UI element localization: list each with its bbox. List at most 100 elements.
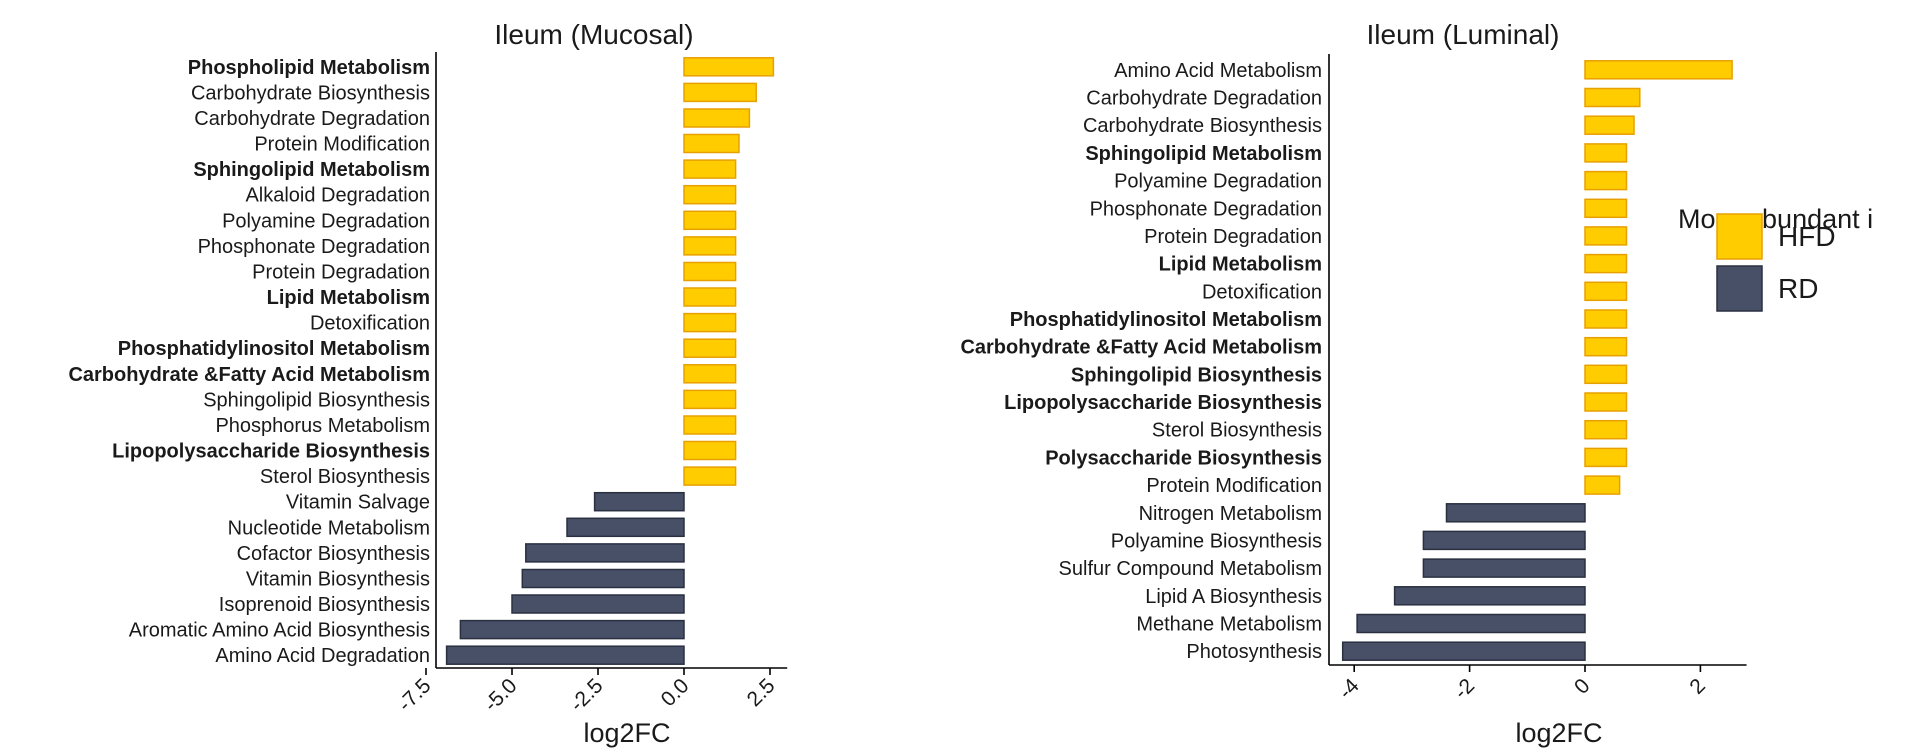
bar-hfd <box>1584 281 1628 302</box>
bar-hfd <box>683 133 740 154</box>
bar-hfd <box>683 466 737 486</box>
bar-hfd <box>683 57 775 77</box>
category-label: Lipid Metabolism <box>1159 254 1322 276</box>
bar-hfd <box>683 210 737 231</box>
category-label: Photosynthesis <box>1186 641 1322 663</box>
bar-hfd <box>1584 60 1733 80</box>
category-label: Vitamin Salvage <box>286 492 430 514</box>
chart-title: Ileum (Mucosal) <box>494 19 693 50</box>
bar-rd <box>521 568 685 589</box>
category-label: Carbohydrate Biosynthesis <box>191 82 430 104</box>
bar-hfd <box>1584 419 1628 440</box>
bar-hfd <box>1584 392 1628 412</box>
bar-hfd <box>1584 447 1628 468</box>
x-tick-label: 0 <box>1570 674 1595 699</box>
bar-hfd <box>1584 198 1628 219</box>
legend-title: More abundant i <box>1678 204 1873 234</box>
category-label: Detoxification <box>1202 281 1322 303</box>
category-label: Sulfur Compound Metabolism <box>1059 558 1322 580</box>
category-label: Polyamine Degradation <box>222 210 430 232</box>
x-tick-label: -2 <box>1450 674 1479 703</box>
panel-ileum-mucosal: Ileum (Mucosal) Phospholipid Metabolism Ca… <box>68 19 788 748</box>
bar-hfd <box>1584 253 1628 274</box>
category-label: Amino Acid Metabolism <box>1114 60 1322 82</box>
bar-hfd <box>1584 309 1628 329</box>
bar-rd <box>1422 558 1586 578</box>
bar-hfd <box>683 82 757 103</box>
category-label: Protein Modification <box>1146 475 1322 497</box>
x-axis-label: log2FC <box>583 718 670 748</box>
category-label: Carbohydrate Degradation <box>1086 88 1322 110</box>
bar-rd <box>1356 613 1586 634</box>
category-label: Polyamine Degradation <box>1114 171 1322 193</box>
category-label: Sphingolipid Metabolism <box>1085 143 1322 165</box>
bar-rd <box>445 645 685 665</box>
panel-ileum-luminal: Ileum (Luminal) Amino Acid Metabolism Carb… <box>960 19 1747 748</box>
bar-hfd <box>683 236 737 256</box>
bar-hfd <box>683 287 737 307</box>
legend-label-hfd: HFD <box>1778 221 1836 252</box>
category-label: Alkaloid Degradation <box>245 185 430 207</box>
bar-rd <box>1393 586 1586 606</box>
legend-swatch-hfd <box>1716 213 1763 260</box>
category-label: Lipopolysaccharide Biosynthesis <box>112 441 430 463</box>
bar-rd <box>511 594 685 614</box>
category-label: Cofactor Biosynthesis <box>237 543 430 565</box>
bar-hfd <box>1584 115 1635 135</box>
category-label: Detoxification <box>310 313 430 335</box>
category-label: Sphingolipid Biosynthesis <box>1071 364 1322 386</box>
category-label: Carbohydrate &Fatty Acid Metabolism <box>68 364 430 386</box>
bar-rd <box>1445 503 1586 523</box>
bar-hfd <box>1584 170 1628 191</box>
bar-hfd <box>683 440 737 461</box>
x-tick-label: 2 <box>1685 674 1710 699</box>
category-label: Aromatic Amino Acid Biosynthesis <box>129 620 430 642</box>
bar-hfd <box>683 364 737 384</box>
legend-swatch-rd <box>1716 265 1763 312</box>
category-label: Carbohydrate Degradation <box>194 108 430 130</box>
x-tick-label: -4 <box>1334 674 1364 704</box>
category-label: Nitrogen Metabolism <box>1139 503 1322 525</box>
bar-hfd <box>683 415 737 435</box>
category-label: Methane Metabolism <box>1136 614 1322 636</box>
x-tick-label: 0.0 <box>657 674 694 711</box>
x-tick-label: -2.5 <box>566 674 608 716</box>
category-label: Protein Degradation <box>252 262 430 284</box>
bar-rd <box>1341 641 1586 661</box>
bar-hfd <box>1584 143 1628 163</box>
category-label: Isoprenoid Biosynthesis <box>219 594 430 616</box>
bar-hfd <box>1584 364 1628 385</box>
bar-hfd <box>683 108 751 128</box>
chart-title: Ileum (Luminal) <box>1367 19 1560 50</box>
bar-hfd <box>683 389 737 410</box>
x-tick-label: 2.5 <box>743 674 780 711</box>
bar-hfd <box>683 312 737 333</box>
bar-hfd <box>1584 336 1628 357</box>
category-label: Sterol Biosynthesis <box>260 466 430 488</box>
category-label: Sterol Biosynthesis <box>1152 420 1322 442</box>
bar-hfd <box>683 184 737 205</box>
bar-rd <box>525 543 685 563</box>
x-axis-label: log2FC <box>1515 718 1602 748</box>
category-label: Lipid A Biosynthesis <box>1145 586 1322 608</box>
bar-hfd <box>1584 87 1641 108</box>
category-label: Carbohydrate Biosynthesis <box>1083 115 1322 137</box>
x-tick-label: -7.5 <box>394 674 436 716</box>
category-label: Phospholipid Metabolism <box>188 57 430 79</box>
bar-hfd <box>683 261 737 282</box>
category-label: Phosphorus Metabolism <box>215 415 430 437</box>
category-label: Amino Acid Degradation <box>215 645 430 667</box>
category-label: Phosphatidylinositol Metabolism <box>118 338 430 360</box>
bar-hfd <box>1584 226 1628 246</box>
category-label: Lipid Metabolism <box>267 287 430 309</box>
category-label: Phosphonate Degradation <box>198 236 430 258</box>
bar-rd <box>566 517 685 538</box>
category-label: Phosphonate Degradation <box>1090 198 1322 220</box>
category-label: Vitamin Biosynthesis <box>246 569 430 591</box>
category-label: Carbohydrate &Fatty Acid Metabolism <box>960 337 1322 359</box>
category-label: Sphingolipid Metabolism <box>193 159 430 181</box>
category-label: Sphingolipid Biosynthesis <box>203 389 430 411</box>
bar-hfd <box>1584 475 1621 495</box>
category-label: Protein Degradation <box>1144 226 1322 248</box>
